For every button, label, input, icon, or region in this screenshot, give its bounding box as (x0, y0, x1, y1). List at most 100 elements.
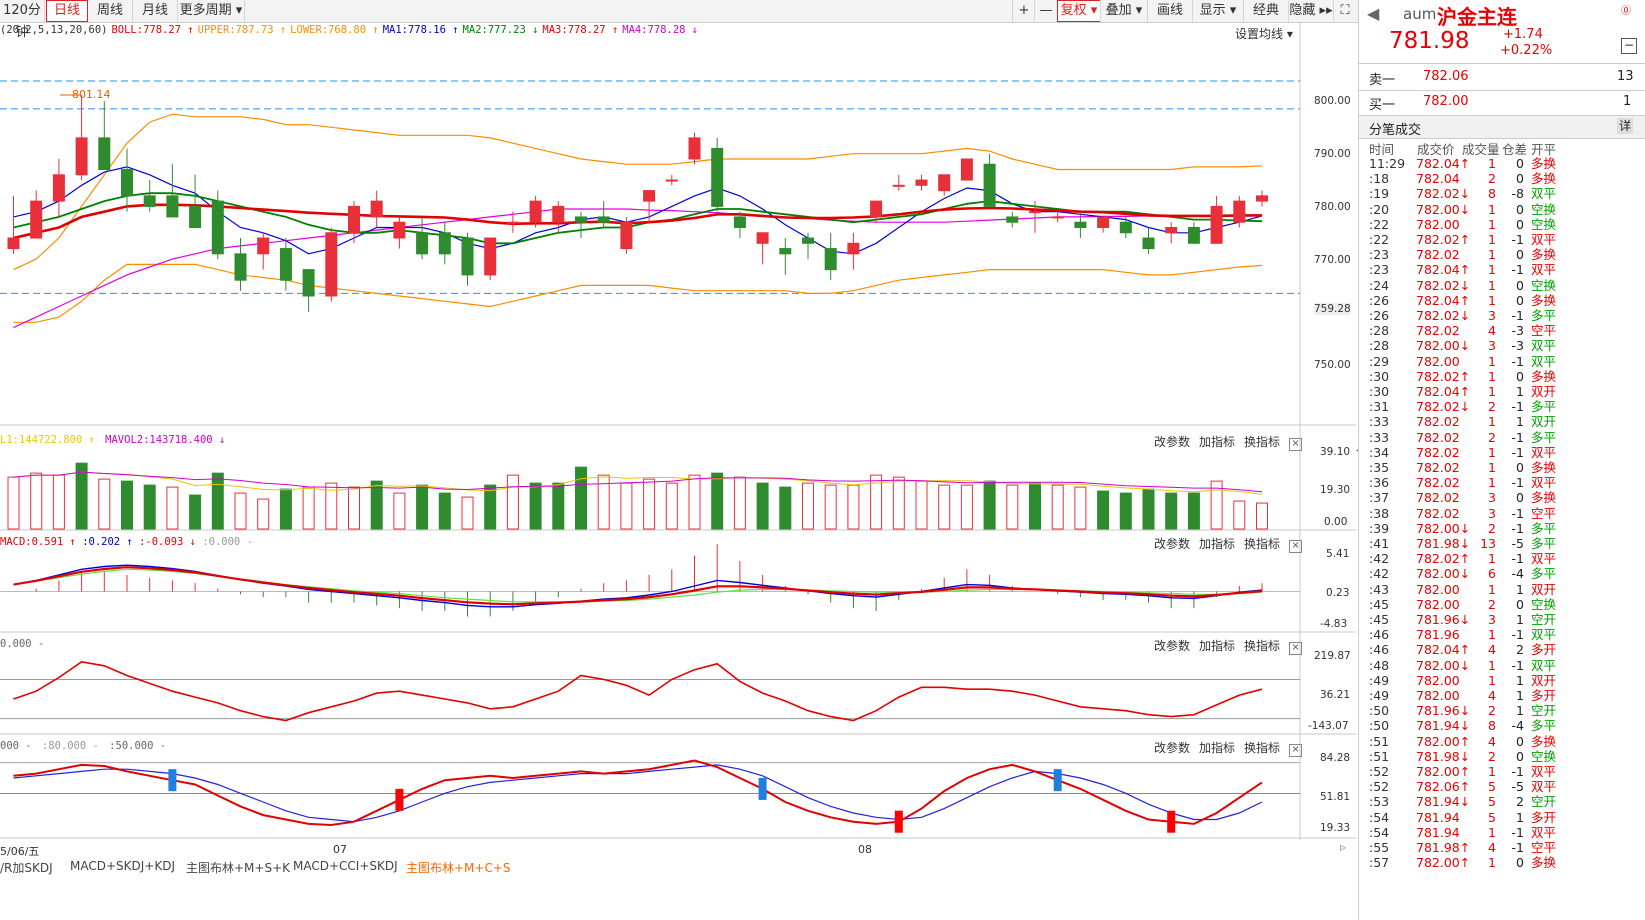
zoom-out-button[interactable]: — (1034, 0, 1057, 22)
template-tab[interactable]: 主图布林+M+S+K (186, 861, 291, 875)
kdj-value-3: :50.000 - (109, 740, 167, 752)
classic-button[interactable]: 经典 (1243, 0, 1288, 22)
kline-chart[interactable] (0, 0, 1356, 860)
trade-row: :43 782.00 1 1 双开 (1359, 582, 1645, 597)
template-tab-active[interactable]: 主图布林+M+C+S (406, 861, 511, 875)
volume-bar (983, 480, 996, 530)
volume-bar (416, 484, 429, 530)
cci-y-label: 36.21 (1320, 689, 1351, 701)
adjust-button[interactable]: 复权 ▾ (1057, 0, 1101, 22)
switch-indicator-button[interactable]: 换指标 (1244, 537, 1281, 551)
volume-legend: L1:144722.800 ↑ MAVOL2:143718.400 ↓ (0, 434, 225, 446)
set-ma-button[interactable]: 设置均线 ▾ (1235, 27, 1293, 41)
trade-volume: 4 (1488, 642, 1496, 658)
template-tab[interactable]: MACD+SKDJ+KDJ (70, 859, 175, 873)
trade-volume: 1 (1488, 232, 1496, 247)
add-indicator-button[interactable]: 加指标 (1199, 639, 1236, 653)
quote-panel: ◀ aum 沪金主连 ⓪ 781.98 +1.74 +0.22% − 卖一 78… (1358, 0, 1645, 920)
trade-price: 782.02↑ (1416, 551, 1471, 567)
hide-button[interactable]: 隐藏 ▸▸ (1288, 0, 1333, 22)
change-params-button[interactable]: 改参数 (1154, 741, 1191, 755)
volume-bar (688, 474, 701, 530)
switch-indicator-button[interactable]: 换指标 (1244, 435, 1281, 449)
trade-volume: 1 (1488, 277, 1496, 293)
volume-bar (938, 484, 951, 530)
trade-type: 空平 (1531, 840, 1557, 855)
trade-oi-change: -1 (1511, 505, 1524, 521)
trade-time: :38 (1369, 505, 1390, 521)
change-params-button[interactable]: 改参数 (1154, 435, 1191, 449)
info-icon[interactable]: ⓪ (1621, 6, 1631, 17)
prev-contract-icon[interactable]: ◀ (1367, 4, 1380, 23)
trade-type: 多平 (1531, 399, 1557, 415)
trade-type: 空换 (1531, 748, 1557, 764)
trade-volume: 4 (1488, 733, 1496, 749)
tab-120min[interactable]: 120分钟 (0, 0, 45, 40)
volume-bar (1051, 484, 1064, 530)
display-button[interactable]: 显示 ▾ (1192, 0, 1243, 22)
trade-time: :28 (1369, 323, 1390, 339)
close-icon[interactable]: × (1289, 438, 1303, 451)
tab-weekly[interactable]: 周线 (88, 0, 133, 22)
trade-price: 782.02↓ (1416, 399, 1471, 415)
candlestick (1029, 201, 1041, 233)
scroll-right-icon[interactable]: ▹ (1340, 840, 1347, 854)
zoom-in-button[interactable]: + (1012, 0, 1035, 22)
trade-type: 空换 (1531, 596, 1557, 612)
switch-indicator-button[interactable]: 换指标 (1244, 741, 1281, 755)
trade-oi-change: -1 (1511, 824, 1524, 840)
overlay-button[interactable]: 叠加 ▾ (1100, 0, 1147, 22)
main-indicator-value: MA4:778.28 ↓ (622, 24, 699, 36)
change-params-button[interactable]: 改参数 (1154, 537, 1191, 551)
collapse-icon[interactable]: − (1621, 38, 1637, 54)
add-indicator-button[interactable]: 加指标 (1199, 741, 1236, 755)
volume-bar (643, 478, 656, 530)
trade-oi-change: 1 (1516, 612, 1524, 627)
trade-price: 782.00 (1416, 581, 1460, 597)
candle-body (1233, 200, 1246, 223)
template-tab[interactable]: MACD+CCI+SKDJ (293, 859, 398, 873)
volume-bar (779, 486, 792, 530)
trade-type: 双平 (1531, 657, 1557, 673)
add-indicator-button[interactable]: 加指标 (1199, 435, 1236, 449)
detail-button[interactable]: 详 (1617, 118, 1633, 134)
close-icon[interactable]: × (1289, 744, 1303, 757)
trade-time: :49 (1369, 672, 1390, 688)
tab-daily[interactable]: 日线 (46, 0, 88, 22)
trade-type: 双平 (1531, 262, 1557, 278)
tab-more-periods[interactable]: 更多周期 ▾ (178, 0, 245, 22)
zero-value: :0.000 - (202, 536, 253, 548)
trade-oi-change: -4 (1511, 718, 1524, 734)
indicator-template-tabs: /R加SKDJ MACD+SKDJ+KDJ 主图布林+M+S+K MACD+CC… (0, 857, 1355, 877)
volume-bar (98, 478, 111, 530)
close-icon[interactable]: × (1289, 642, 1303, 655)
cci-y-label: -143.07 (1308, 720, 1349, 732)
switch-indicator-button[interactable]: 换指标 (1244, 639, 1281, 653)
trade-type: 双平 (1531, 551, 1557, 567)
close-icon[interactable]: × (1289, 540, 1303, 553)
change-params-button[interactable]: 改参数 (1154, 639, 1191, 653)
trade-price: 782.02 (1416, 323, 1460, 339)
fullscreen-icon[interactable]: ⛶ (1333, 0, 1356, 22)
candle-body (665, 179, 678, 182)
candle-body (756, 232, 769, 244)
trade-row: :26 782.02↓ 3 -1 多平 (1359, 308, 1645, 323)
trade-price: 782.02 (1416, 475, 1460, 491)
trade-time: :39 (1369, 520, 1390, 536)
template-tab[interactable]: /R加SKDJ (0, 861, 53, 875)
candlestick (711, 137, 724, 212)
candle-body (1210, 205, 1223, 244)
volume-bar (484, 484, 497, 530)
draw-line-button[interactable]: 画线 (1147, 0, 1192, 22)
tab-monthly[interactable]: 月线 (133, 0, 178, 22)
trade-time: :52 (1369, 779, 1390, 795)
trade-time: :46 (1369, 642, 1390, 658)
candle-body (960, 158, 973, 181)
trade-time: :33 (1369, 429, 1390, 445)
candle-body (1074, 221, 1087, 228)
volume-bar (7, 476, 20, 530)
volume-bar (438, 492, 451, 530)
add-indicator-button[interactable]: 加指标 (1199, 537, 1236, 551)
kdj-legend: 000 - :80.000 - :50.000 - (0, 740, 166, 752)
trades-list[interactable]: 11:29 782.04↑ 1 0 多换:18 782.04 2 0 多换:19 782.02↓ 8… (1359, 156, 1645, 920)
